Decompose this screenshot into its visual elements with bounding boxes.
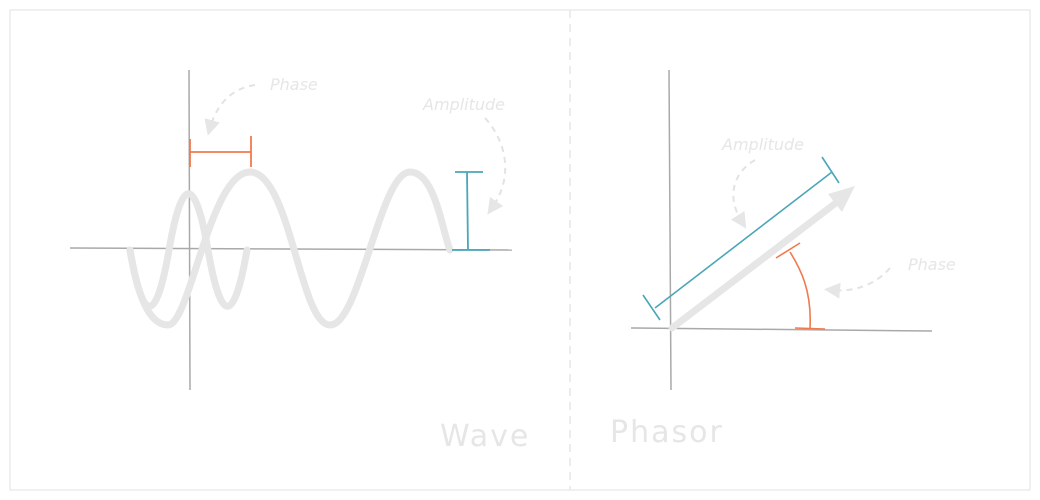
wave-title: Wave xyxy=(440,419,530,454)
phasor-amplitude-marker xyxy=(642,156,840,321)
phasor-x-axis xyxy=(630,327,933,332)
phasor-amplitude-label: Amplitude xyxy=(721,135,804,154)
outer-frame xyxy=(9,9,1031,491)
phasor-panel: Amplitude Phase Phasor xyxy=(610,69,956,450)
wave-phase-marker xyxy=(189,136,252,167)
phasor-phase-label: Phase xyxy=(908,255,956,274)
phasor-title: Phasor xyxy=(610,415,724,450)
wave-amplitude-marker xyxy=(452,171,490,251)
phasor-phase-marker xyxy=(775,242,826,330)
phasor-amplitude-arrow xyxy=(730,159,756,229)
wave-phase-arrow xyxy=(204,84,256,136)
wave-phase-label: Phase xyxy=(270,75,318,94)
wave-amplitude-arrow xyxy=(484,117,507,215)
wave-panel: Phase Amplitude Wave xyxy=(69,69,530,454)
wave-amplitude-label: Amplitude xyxy=(422,95,505,114)
phasor-phase-arrow xyxy=(824,267,891,299)
sine-wave-main xyxy=(126,168,454,329)
phasor-y-axis xyxy=(668,69,672,391)
sine-wave xyxy=(126,190,251,310)
wave-y-axis xyxy=(188,69,191,391)
phasor-vector xyxy=(668,192,849,332)
phasor-vector-head xyxy=(828,186,855,212)
